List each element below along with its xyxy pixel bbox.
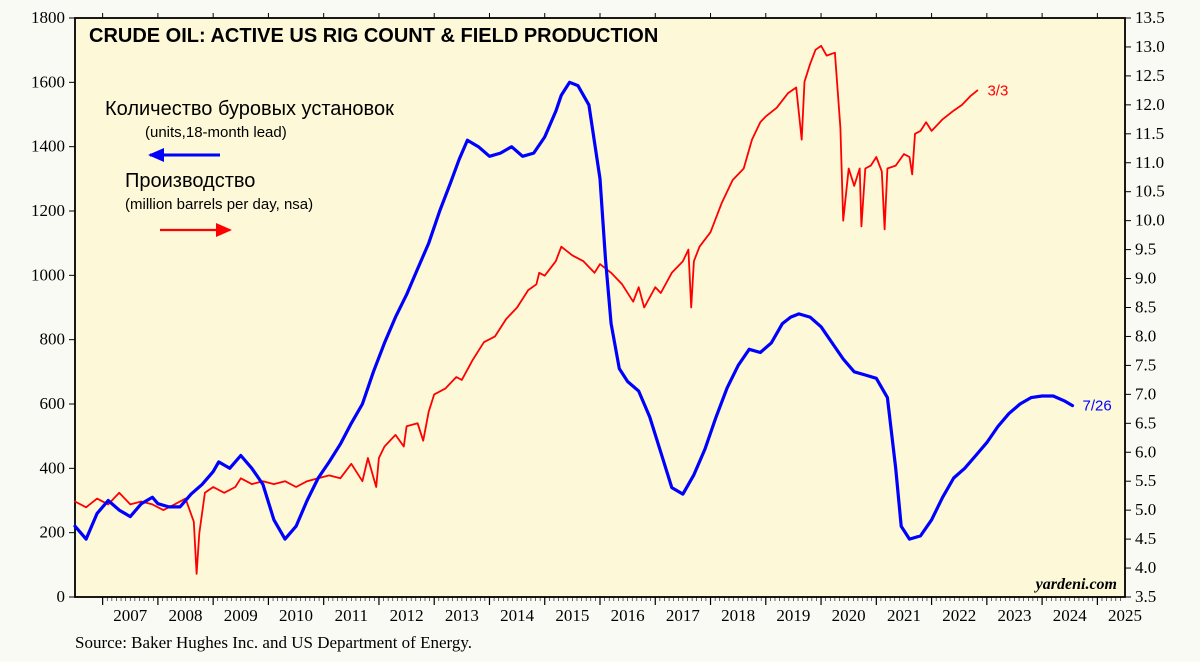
right-tick-label: 12.5 [1135,66,1165,85]
right-tick-label: 9.0 [1135,269,1156,288]
left-tick-label: 1600 [31,72,65,91]
x-tick-label: 2014 [500,606,535,625]
right-tick-label: 10.0 [1135,211,1165,230]
left-tick-label: 600 [40,394,66,413]
legend-rig-title: Количество буровых установок [105,98,394,120]
left-tick-label: 1800 [31,8,65,27]
x-tick-label: 2013 [445,606,479,625]
legend-prod-subtitle: (million barrels per day, nsa) [125,196,313,213]
left-tick-label: 800 [40,330,66,349]
legend-prod-title: Производство [125,170,255,192]
left-tick-label: 0 [57,587,66,606]
right-tick-label: 12.0 [1135,95,1165,114]
left-tick-label: 1000 [31,265,65,284]
chart-container: 2007 2008 2009 2010 2011 2012 2013 2014 2015 2016… [0,0,1200,662]
x-tick-label: 2022 [942,606,976,625]
x-tick-label: 2008 [169,606,203,625]
x-tick-label: 2023 [997,606,1031,625]
right-tick-label: 10.5 [1135,182,1165,201]
x-tick-label: 2019 [776,606,810,625]
x-tick-label: 2017 [666,606,701,625]
right-tick-label: 9.5 [1135,240,1156,259]
chart-title: CRUDE OIL: ACTIVE US RIG COUNT & FIELD P… [89,25,658,47]
prod-end-label: 3/3 [987,82,1008,99]
x-tick-label: 2021 [887,606,921,625]
x-tick-label: 2007 [113,606,148,625]
right-tick-label: 7.5 [1135,355,1156,374]
x-tick-label: 2010 [279,606,313,625]
left-tick-label: 400 [40,458,66,477]
chart-svg: 2007 2008 2009 2010 2011 2012 2013 2014 2015 2016… [0,0,1200,662]
x-tick-label: 2011 [335,606,368,625]
right-tick-label: 8.5 [1135,298,1156,317]
left-tick-label: 1200 [31,201,65,220]
watermark: yardeni.com [1034,576,1117,593]
right-tick-label: 11.5 [1135,124,1164,143]
right-tick-label: 11.0 [1135,153,1164,172]
left-tick-label: 1400 [31,137,65,156]
right-tick-label: 3.5 [1135,587,1156,606]
x-tick-label: 2018 [721,606,755,625]
x-tick-label: 2012 [390,606,424,625]
x-tick-label: 2025 [1108,606,1142,625]
right-tick-label: 4.0 [1135,558,1156,577]
right-tick-label: 13.5 [1135,8,1165,27]
right-tick-label: 13.0 [1135,37,1165,56]
right-tick-label: 4.5 [1135,529,1156,548]
right-tick-label: 6.5 [1135,413,1156,432]
legend-rig-subtitle: (units,18-month lead) [145,124,287,141]
right-tick-label: 5.0 [1135,500,1156,519]
x-tick-label: 2016 [611,606,645,625]
right-tick-label: 7.0 [1135,384,1156,403]
right-tick-label: 6.0 [1135,442,1156,461]
x-tick-label: 2020 [832,606,866,625]
right-tick-label: 5.5 [1135,471,1156,490]
x-tick-label: 2015 [555,606,589,625]
right-tick-label: 8.0 [1135,326,1156,345]
rig-end-label: 7/26 [1083,398,1112,415]
x-tick-label: 2009 [224,606,258,625]
x-tick-label: 2024 [1053,606,1088,625]
left-tick-label: 200 [40,523,66,542]
source-text: Source: Baker Hughes Inc. and US Departm… [75,633,472,652]
